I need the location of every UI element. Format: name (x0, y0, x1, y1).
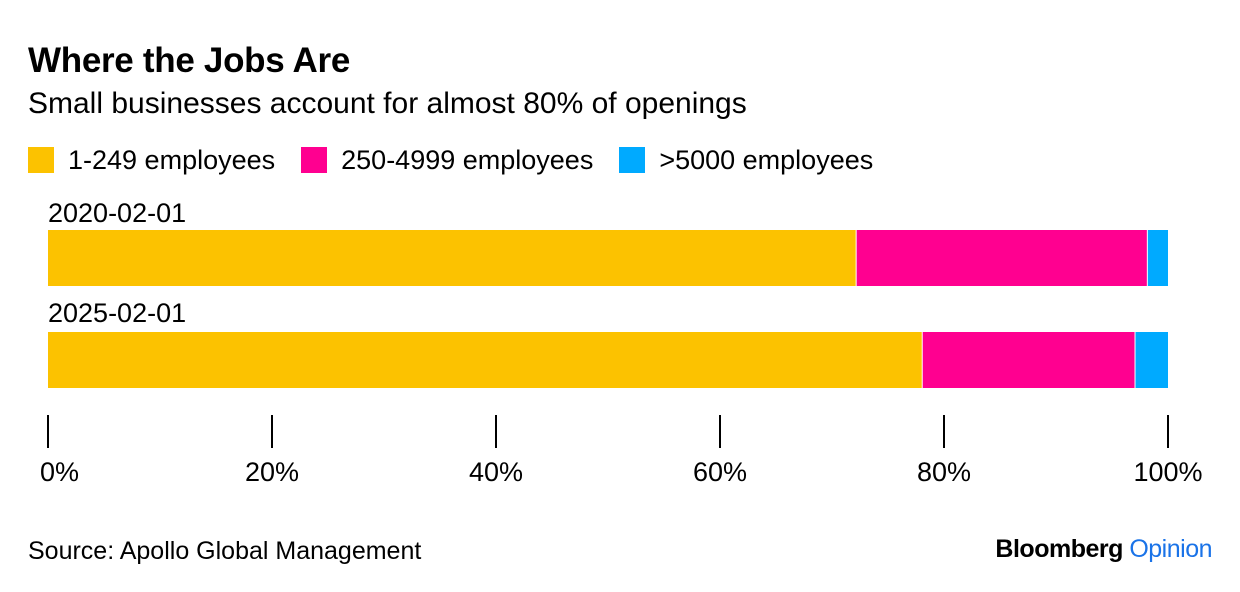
legend-label-small: 1-249 employees (68, 145, 276, 175)
bar-segment (1135, 332, 1168, 388)
legend-swatch-large (619, 147, 646, 173)
legend-label-mid: 250-4999 employees (341, 145, 594, 175)
x-tick-label: 40% (469, 457, 523, 487)
legend-item-small: 1-249 employees (28, 142, 275, 178)
x-tick-label: 100% (1133, 457, 1202, 487)
legend: 1-249 employees 250-4999 employees >5000… (28, 142, 899, 178)
bar-segment (1147, 230, 1168, 286)
x-tick-label: 80% (917, 457, 971, 487)
x-tick-label: 0% (40, 457, 79, 487)
brand-logo: Bloomberg Opinion (995, 532, 1212, 566)
bar-segment (48, 230, 857, 286)
legend-swatch-small (28, 147, 54, 173)
legend-label-large: >5000 employees (659, 145, 874, 175)
category-label: 2020-02-01 (48, 198, 186, 228)
legend-item-large: >5000 employees (619, 142, 873, 178)
brand-name: Bloomberg (995, 535, 1123, 563)
category-label: 2025-02-01 (48, 298, 186, 328)
x-tick-label: 20% (245, 457, 299, 487)
bar-segment (48, 332, 923, 388)
source-note: Source: Apollo Global Management (28, 537, 422, 565)
legend-item-mid: 250-4999 employees (301, 142, 593, 178)
bar-segment (922, 332, 1136, 388)
x-tick-label: 60% (693, 457, 747, 487)
bar-segment (856, 230, 1148, 286)
legend-swatch-mid (301, 147, 328, 173)
chart-subtitle: Small businesses account for almost 80% … (28, 87, 747, 120)
chart-title: Where the Jobs Are (28, 41, 350, 80)
brand-section: Opinion (1129, 535, 1212, 563)
